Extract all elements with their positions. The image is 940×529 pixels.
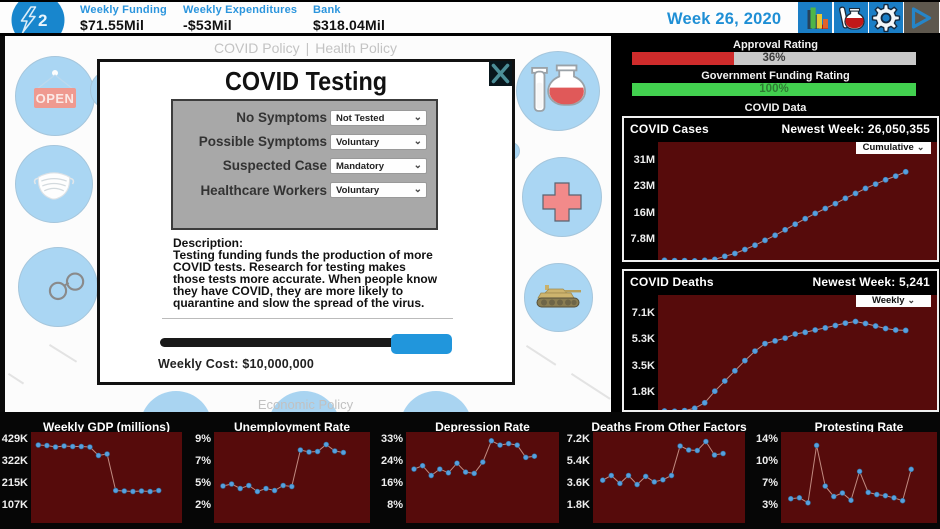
svg-text:OPEN: OPEN (36, 91, 75, 106)
svg-text:2: 2 (38, 11, 47, 30)
